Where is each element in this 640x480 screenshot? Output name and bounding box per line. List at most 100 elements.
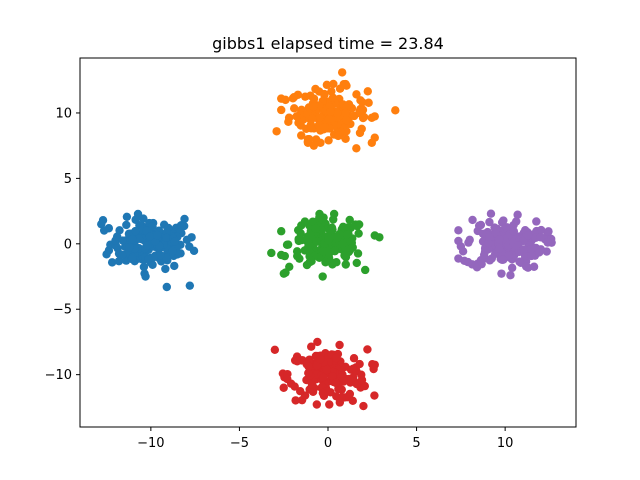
scatter-point <box>322 80 332 90</box>
scatter-point <box>102 250 111 259</box>
scatter-point <box>289 104 299 113</box>
scatter-point <box>348 396 357 406</box>
scatter-point <box>292 112 301 121</box>
scatter-point <box>352 258 361 268</box>
scatter-point <box>352 90 361 99</box>
scatter-point <box>341 108 350 118</box>
scatter-point <box>495 244 504 254</box>
scatter-point <box>162 233 171 243</box>
scatter-point <box>509 227 519 236</box>
scatter-point <box>125 243 134 252</box>
scatter-point <box>326 107 335 117</box>
x-tick-label: 0 <box>324 436 332 451</box>
scatter-point <box>327 87 336 96</box>
scatter-point <box>359 112 369 122</box>
scatter-point <box>144 255 153 264</box>
scatter-point <box>143 241 152 250</box>
x-axis: −10 −5 0 5 10 <box>137 427 513 451</box>
scatter-point <box>322 365 332 375</box>
scatter-point <box>486 209 496 218</box>
scatter-point <box>313 337 322 347</box>
scatter-point <box>97 219 106 229</box>
scatter-point <box>114 256 124 266</box>
scatter-point <box>304 246 313 255</box>
scatter-point <box>318 272 327 281</box>
scatter-point <box>485 232 494 242</box>
scatter-point <box>519 245 528 254</box>
scatter-point <box>300 92 310 101</box>
scatter-point <box>352 144 361 153</box>
scatter-point <box>139 262 149 272</box>
scatter-point <box>280 251 289 261</box>
scatter-point <box>304 368 313 378</box>
scatter-point <box>485 217 494 227</box>
x-tick-label: 10 <box>497 436 514 451</box>
scatter-point <box>358 98 367 107</box>
scatter-point <box>128 234 137 244</box>
scatter-point <box>353 222 362 231</box>
scatter-point <box>513 210 522 219</box>
scatter-point <box>332 258 341 267</box>
scatter-point <box>364 98 373 107</box>
scatter-point <box>316 355 325 364</box>
scatter-point <box>355 359 364 369</box>
scatter-point <box>297 235 307 245</box>
scatter-point <box>341 260 350 269</box>
scatter-point <box>355 128 365 138</box>
scatter-point <box>478 229 488 238</box>
scatter-point <box>477 257 486 267</box>
series-5 <box>454 209 556 280</box>
y-tick-label: −5 <box>53 303 72 318</box>
scatter-point <box>168 246 177 256</box>
scatter-point <box>316 138 325 147</box>
scatter-point <box>342 81 351 90</box>
scatter-point <box>309 102 318 111</box>
scatter-point <box>367 138 377 147</box>
scatter-point <box>526 244 536 254</box>
scatter-point <box>354 229 363 238</box>
scatter-point <box>131 215 140 224</box>
scatter-point <box>363 345 372 354</box>
scatter-point <box>370 391 379 400</box>
scatter-point <box>370 112 379 121</box>
scatter-point <box>543 238 552 247</box>
scatter-point <box>324 247 333 256</box>
scatter-point <box>499 255 508 264</box>
series-2 <box>272 68 400 153</box>
scatter-point <box>281 95 290 105</box>
scatter-point <box>532 217 541 226</box>
scatter-point <box>170 237 180 246</box>
scatter-point <box>281 268 290 277</box>
scatter-point <box>468 215 477 225</box>
scatter-point <box>291 396 300 405</box>
scatter-point <box>153 230 162 240</box>
scatter-point <box>308 217 318 226</box>
scatter-point <box>333 131 343 141</box>
scatter-point <box>328 93 338 102</box>
scatter-point <box>306 124 316 133</box>
scatter-point <box>337 392 347 402</box>
scatter-point <box>456 242 466 251</box>
scatter-point <box>523 231 533 240</box>
scatter-point <box>293 225 303 235</box>
scatter-point <box>320 123 330 132</box>
scatter-point <box>312 237 321 246</box>
scatter-point <box>338 222 348 231</box>
scatter-point <box>345 215 354 225</box>
scatter-point <box>332 108 342 118</box>
scatter-point <box>329 209 339 219</box>
scatter-point <box>335 340 344 350</box>
scatter-point <box>331 378 341 388</box>
scatter-point <box>375 233 384 242</box>
scatter-point <box>170 261 179 271</box>
scatter-point <box>357 370 366 379</box>
scatter-point <box>353 249 363 258</box>
scatter-point <box>391 106 400 115</box>
scatter-point <box>187 233 196 242</box>
scatter-point <box>502 223 512 232</box>
scatter-point <box>460 256 469 266</box>
scatter-point <box>289 92 299 102</box>
scatter-point <box>529 262 539 271</box>
scatter-point <box>177 221 186 230</box>
